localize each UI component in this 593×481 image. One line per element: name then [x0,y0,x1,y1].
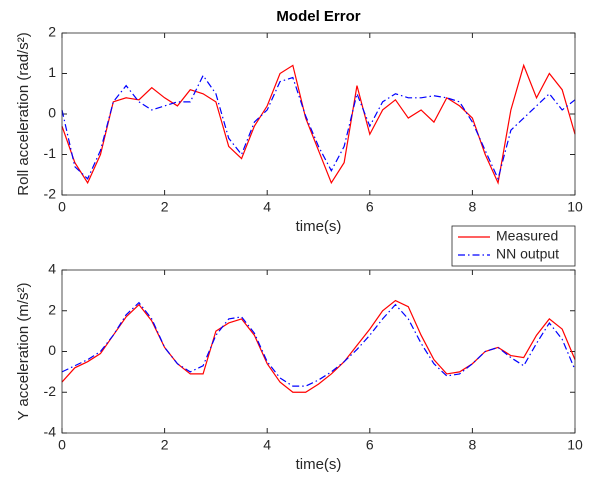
x-tick-label: 0 [58,437,66,453]
y-axis-label: Y acceleration (m/s²) [15,282,32,420]
data-line [61,63,576,185]
y-tick-label: -2 [44,383,57,399]
x-axis-label: time(s) [296,218,342,235]
x-tick-label: 4 [263,199,271,215]
x-tick-label: 10 [567,199,583,215]
data-line [61,301,576,387]
x-tick-label: 6 [366,437,374,453]
y-tick-label: 4 [48,261,56,277]
y-tick-label: -1 [44,145,57,161]
x-tick-label: 10 [567,437,583,453]
axes-box [61,269,576,434]
plot-area [62,270,575,433]
axes-box [61,32,576,196]
x-tick-label: 2 [161,437,169,453]
y-tick-label: 2 [48,24,56,40]
data-line [61,74,576,181]
plot-area [62,33,575,195]
x-tick-label: 8 [469,199,477,215]
x-tick-label: 6 [366,199,374,215]
y-tick-label: 2 [48,301,56,317]
y-axis-label: Roll acceleration (rad/s²) [15,32,32,195]
y-tick-label: 0 [48,105,56,121]
chart-title: Model Error [276,8,360,25]
legend-label: NN output [496,246,559,262]
x-tick-label: 8 [469,437,477,453]
x-tick-label: 4 [263,437,271,453]
y-tick-label: 1 [48,64,56,80]
legend-label: Measured [496,228,558,244]
y-tick-label: -4 [44,424,57,440]
x-tick-label: 2 [161,199,169,215]
legend-box [451,225,576,267]
x-axis-label: time(s) [296,456,342,473]
y-tick-label: -2 [44,186,57,202]
x-tick-label: 0 [58,199,66,215]
y-tick-label: 0 [48,342,56,358]
